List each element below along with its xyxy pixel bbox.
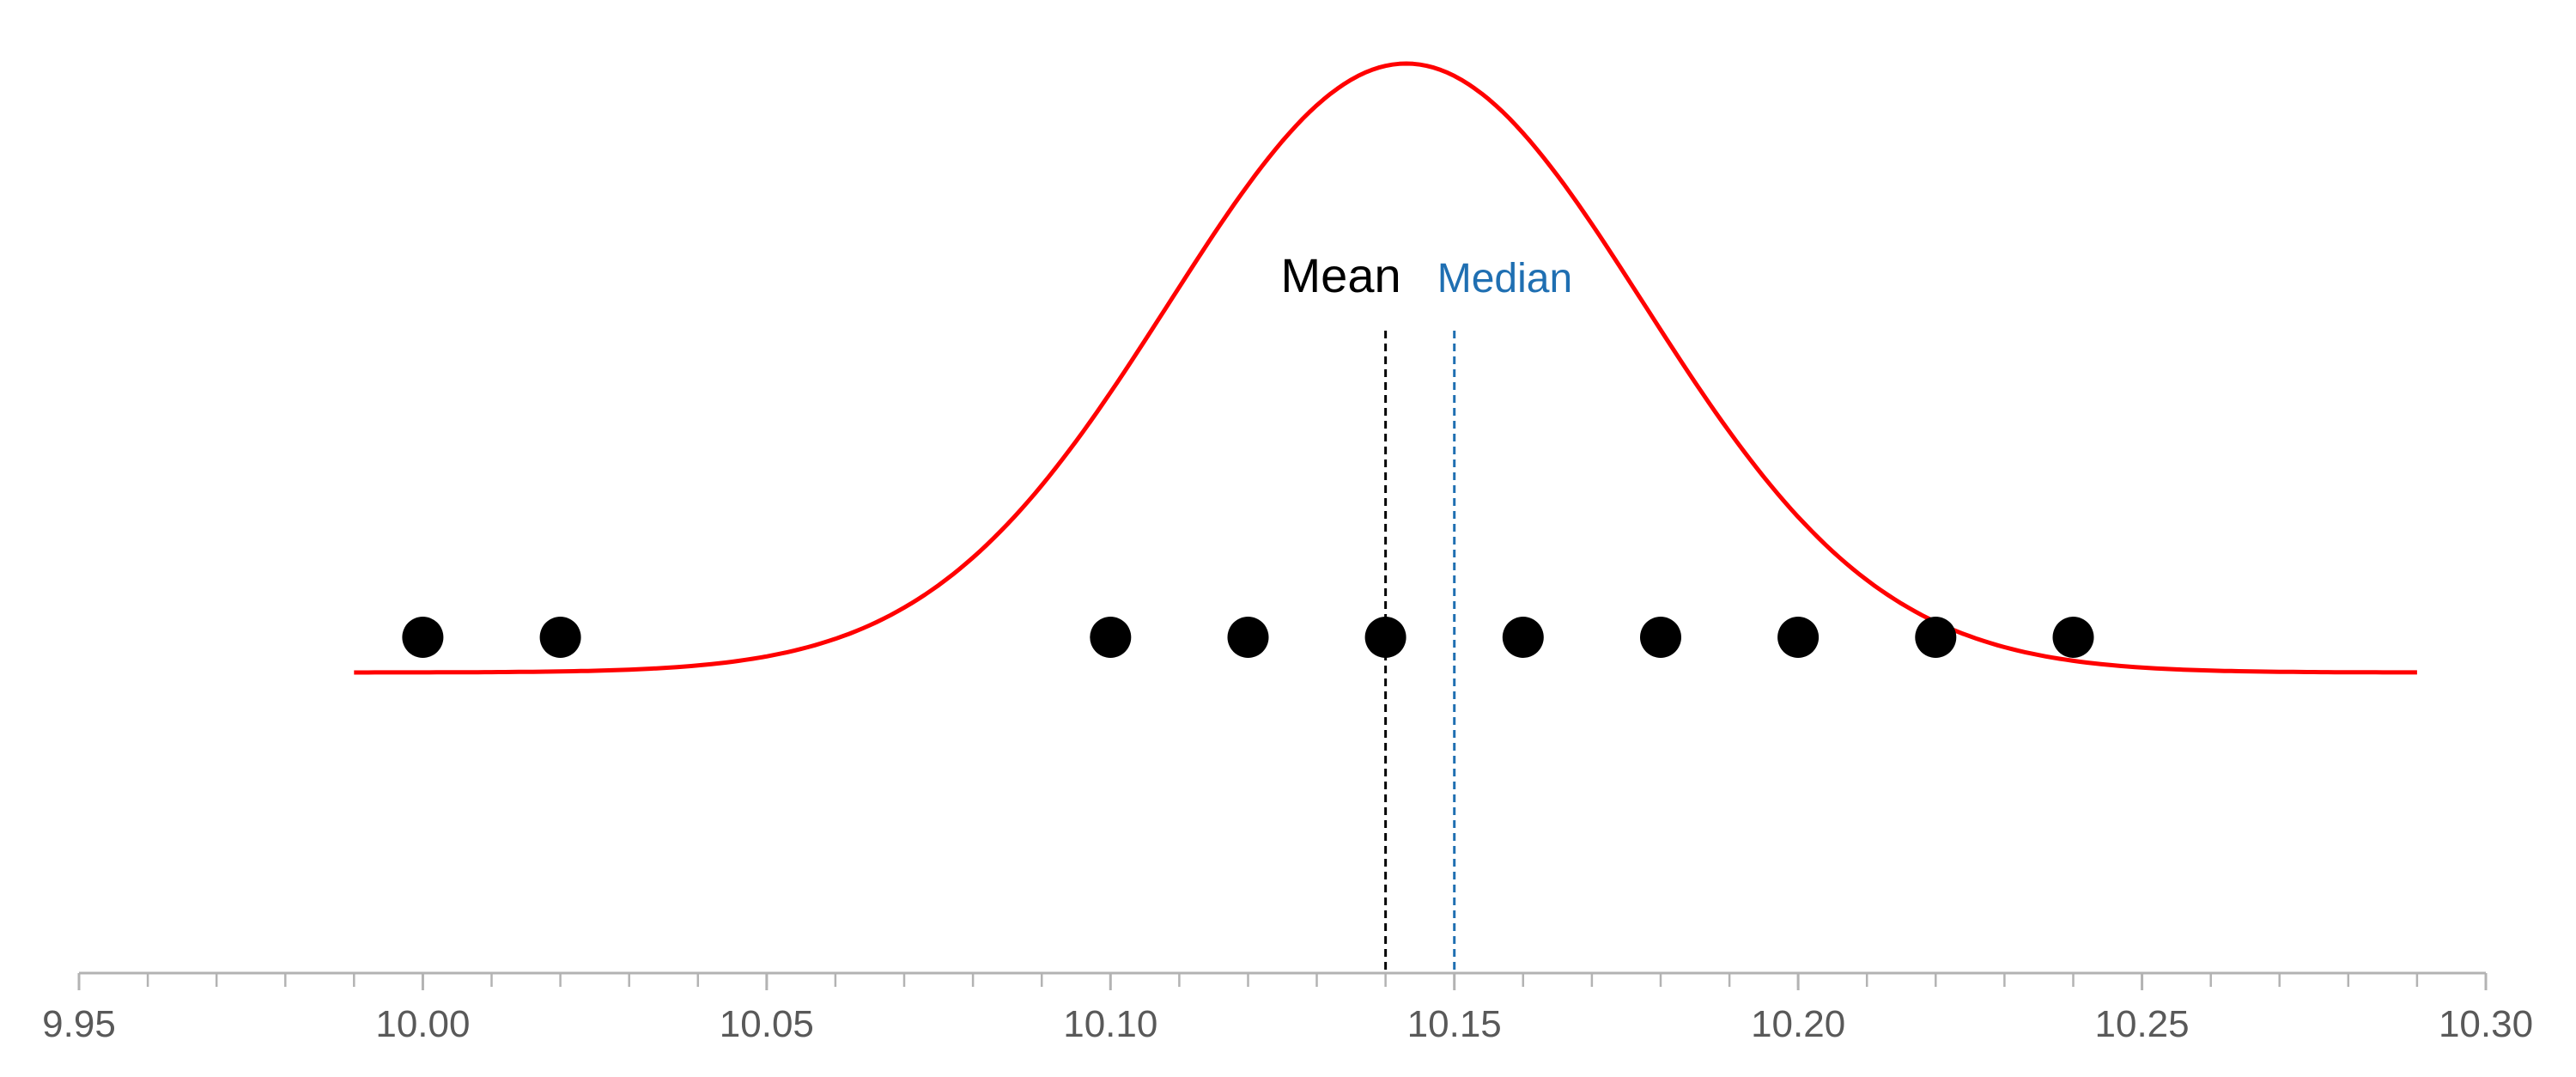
x-tick-label: 10.10 xyxy=(1063,1003,1157,1045)
data-point xyxy=(1777,617,1820,658)
x-tick-label: 10.30 xyxy=(2439,1003,2533,1045)
data-point xyxy=(402,617,444,658)
density-curve xyxy=(354,61,2417,675)
data-point xyxy=(1090,617,1132,658)
x-tick-label: 10.00 xyxy=(375,1003,470,1045)
data-point xyxy=(1364,617,1406,658)
x-tick-label: 10.25 xyxy=(2095,1003,2190,1045)
data-point xyxy=(1502,617,1544,658)
x-tick-label: 10.05 xyxy=(720,1003,814,1045)
data-point xyxy=(1640,617,1681,658)
x-tick-label: 10.20 xyxy=(1751,1003,1845,1045)
x-tick-label: 9.95 xyxy=(42,1003,116,1045)
median-label: Median xyxy=(1437,256,1572,301)
data-points-layer xyxy=(402,617,2094,658)
mean-label: Mean xyxy=(1281,248,1401,302)
density-curve-layer xyxy=(354,61,2417,675)
data-point xyxy=(1227,617,1269,658)
reference-lines-layer: Mean Median xyxy=(1281,248,1572,973)
x-axis: 9.95 10.00 10.05 10.10 10.15 10.20 10.25 10.30 xyxy=(42,971,2533,1045)
data-point xyxy=(2052,617,2094,658)
data-point xyxy=(539,617,581,658)
data-point xyxy=(1915,617,1957,658)
x-tick-label: 10.15 xyxy=(1407,1003,1502,1045)
